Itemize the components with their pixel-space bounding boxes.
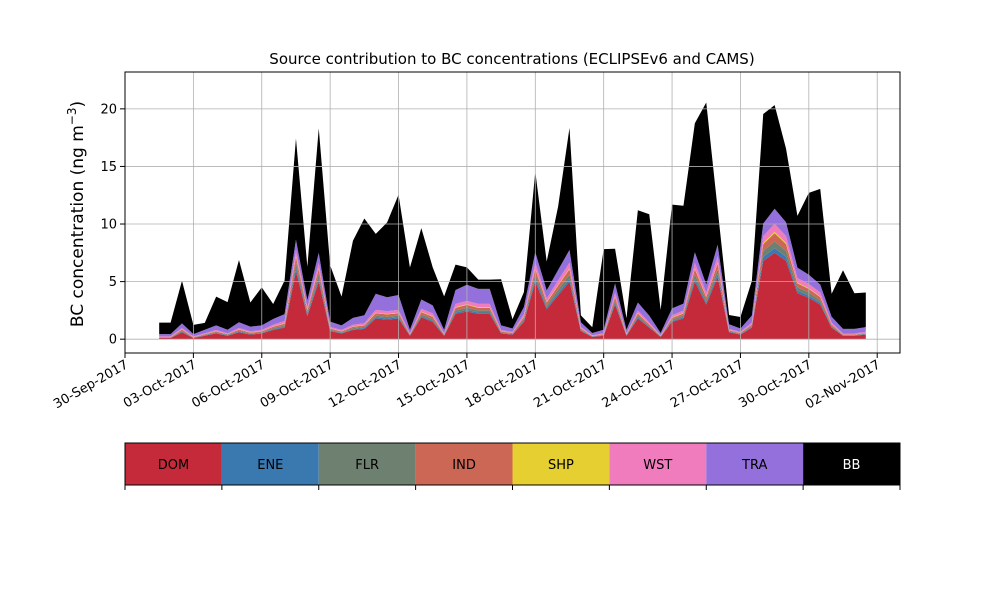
legend-swatch-bb	[803, 443, 900, 485]
y-tick-label: 10	[100, 218, 117, 233]
y-tick-label: 5	[109, 275, 117, 290]
legend-swatch-ind	[415, 443, 513, 485]
x-tick-label: 30-Oct-2017	[736, 357, 814, 411]
legend-label-wst: WST	[643, 458, 672, 473]
legend-label-flr: FLR	[355, 458, 379, 473]
legend-label-tra: TRA	[741, 458, 767, 473]
axes-frame	[124, 71, 901, 354]
legend-swatch-wst	[609, 443, 707, 485]
legend-label-bb: BB	[843, 458, 861, 473]
legend-swatch-tra	[706, 443, 804, 485]
area-tra	[159, 208, 866, 337]
legend-swatch-flr	[318, 443, 416, 485]
x-tick-label: 02-Nov-2017	[803, 357, 883, 412]
stacked-areas	[159, 102, 866, 340]
x-tick-label: 24-Oct-2017	[600, 357, 678, 411]
x-tick-label: 15-Oct-2017	[395, 357, 473, 411]
plot-area: 0 5 10 15 20 30-Sep-201703-Oct-201706-Oct-201…	[51, 71, 901, 412]
y-tick-label: 15	[100, 160, 117, 175]
legend-swatch-shp	[512, 443, 610, 485]
legend: DOM ENE FLR IND SHP WST TRA BB	[124, 442, 901, 490]
chart-title: Source contribution to BC concentrations…	[269, 50, 754, 68]
legend-swatch-dom	[125, 443, 222, 485]
x-tick-label: 09-Oct-2017	[258, 357, 336, 411]
legend-label-dom: DOM	[158, 458, 189, 473]
legend-swatch-ene	[221, 443, 319, 485]
y-tick-label: 0	[109, 333, 117, 348]
y-tick-label: 20	[100, 102, 117, 117]
y-axis-label: BC concentration (ng m−3)	[65, 101, 88, 327]
x-tick-label: 03-Oct-2017	[121, 357, 199, 411]
x-tick-label: 12-Oct-2017	[326, 357, 404, 411]
grid	[124, 72, 900, 353]
legend-label-ene: ENE	[257, 458, 283, 473]
x-tick-label: 06-Oct-2017	[189, 357, 267, 411]
x-tick-label: 30-Sep-2017	[51, 357, 131, 412]
x-tick-label: 18-Oct-2017	[463, 357, 541, 411]
area-bb	[159, 102, 866, 335]
legend-label-shp: SHP	[548, 458, 574, 473]
area-dom	[159, 252, 866, 340]
legend-label-ind: IND	[452, 458, 476, 473]
x-tick-label: 27-Oct-2017	[668, 357, 746, 411]
x-tick-label: 21-Oct-2017	[531, 357, 609, 411]
